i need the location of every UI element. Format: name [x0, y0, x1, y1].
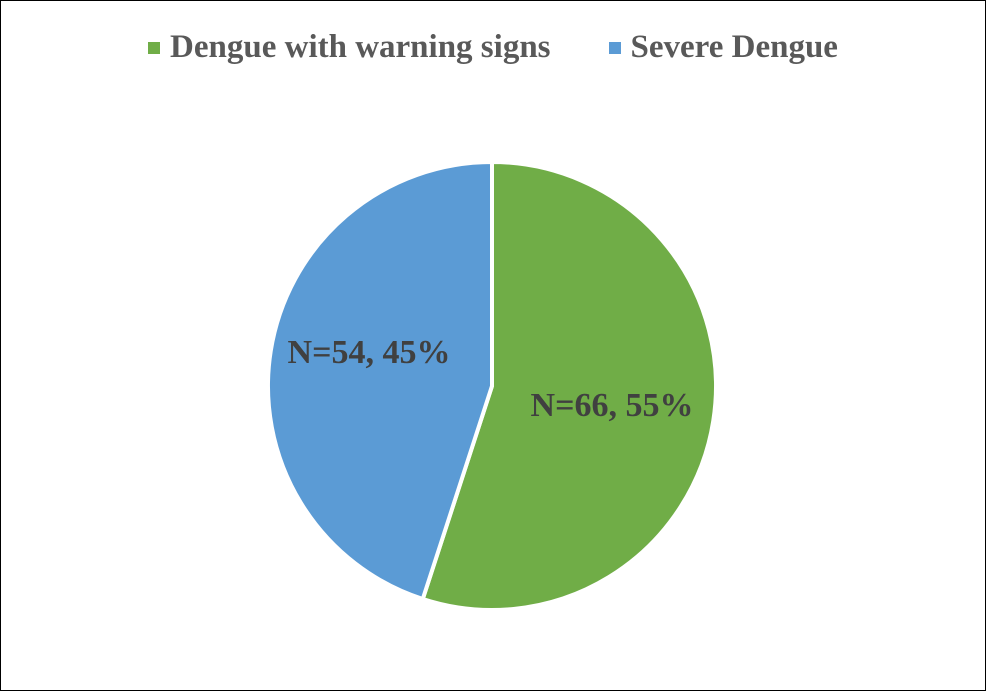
legend-label: Severe Dengue — [630, 29, 838, 65]
data-label-severe-dengue: N=54, 45% — [288, 334, 451, 371]
legend-item-dengue-with-warning-signs: Dengue with warning signs — [148, 29, 551, 65]
data-label-dengue-with-warning-signs: N=66, 55% — [531, 387, 694, 424]
chart-legend: Dengue with warning signs Severe Dengue — [1, 31, 985, 64]
legend-swatch-green — [148, 41, 161, 54]
pie-slice-dengue-with-warning-signs — [420, 160, 718, 612]
legend-swatch-blue — [608, 41, 621, 54]
legend-label: Dengue with warning signs — [170, 29, 551, 65]
legend-item-severe-dengue: Severe Dengue — [608, 29, 838, 65]
pie-slice-severe-dengue — [266, 160, 494, 602]
